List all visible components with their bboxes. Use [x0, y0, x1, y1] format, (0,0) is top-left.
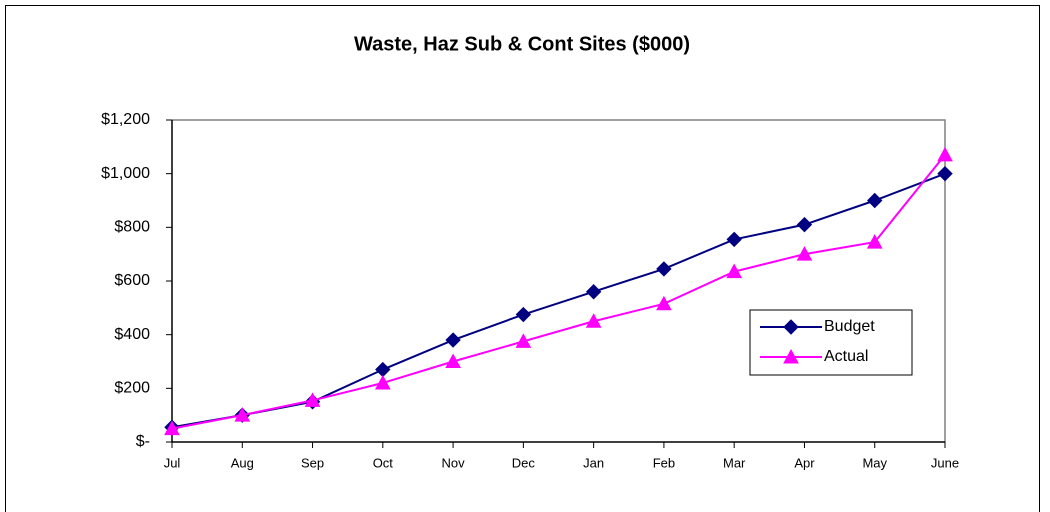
x-tick-label: Aug [231, 455, 254, 470]
x-tick-label: Feb [653, 455, 675, 470]
x-tick-label: Oct [373, 455, 394, 470]
legend-label: Actual [824, 348, 868, 365]
marker [866, 234, 883, 249]
y-tick-label: $- [136, 433, 150, 450]
marker [234, 407, 251, 422]
series-line [171, 172, 946, 429]
marker [585, 313, 602, 328]
x-tick-label: Jul [164, 455, 181, 470]
y-tick-label: $200 [114, 380, 150, 397]
marker [656, 261, 672, 277]
x-tick-label: Dec [512, 455, 536, 470]
x-tick-label: Apr [794, 455, 815, 470]
x-tick-label: Jan [583, 455, 604, 470]
y-tick-label: $1,200 [101, 111, 150, 128]
marker [164, 420, 180, 436]
marker [867, 192, 883, 209]
x-tick-label: Mar [723, 455, 746, 470]
y-tick-label: $600 [114, 272, 150, 289]
y-tick-label: $1,000 [101, 165, 150, 182]
marker [585, 284, 602, 300]
marker [796, 246, 813, 261]
marker [515, 333, 532, 348]
marker [374, 374, 391, 390]
plot-border [172, 119, 946, 442]
marker [304, 392, 321, 407]
chart-title: Waste, Haz Sub & Cont Sites ($000) [354, 33, 690, 55]
x-tick-label: May [862, 455, 887, 470]
marker [445, 353, 461, 368]
marker [445, 332, 461, 348]
marker [783, 319, 799, 335]
x-tick-label: Sep [301, 455, 324, 470]
marker [937, 146, 953, 162]
series-line [171, 154, 946, 430]
y-tick-label: $400 [114, 326, 150, 343]
legend-box [749, 309, 913, 376]
x-tick-label: June [931, 455, 959, 470]
marker [515, 306, 532, 323]
marker [656, 295, 672, 311]
y-tick-label: $800 [114, 219, 150, 236]
marker [796, 216, 813, 233]
x-tick-label: Nov [442, 455, 466, 470]
marker [726, 231, 742, 248]
legend-label: Budget [824, 318, 875, 335]
chart-border [5, 5, 1040, 512]
marker [726, 263, 743, 279]
marker [783, 348, 799, 364]
marker [937, 165, 953, 182]
